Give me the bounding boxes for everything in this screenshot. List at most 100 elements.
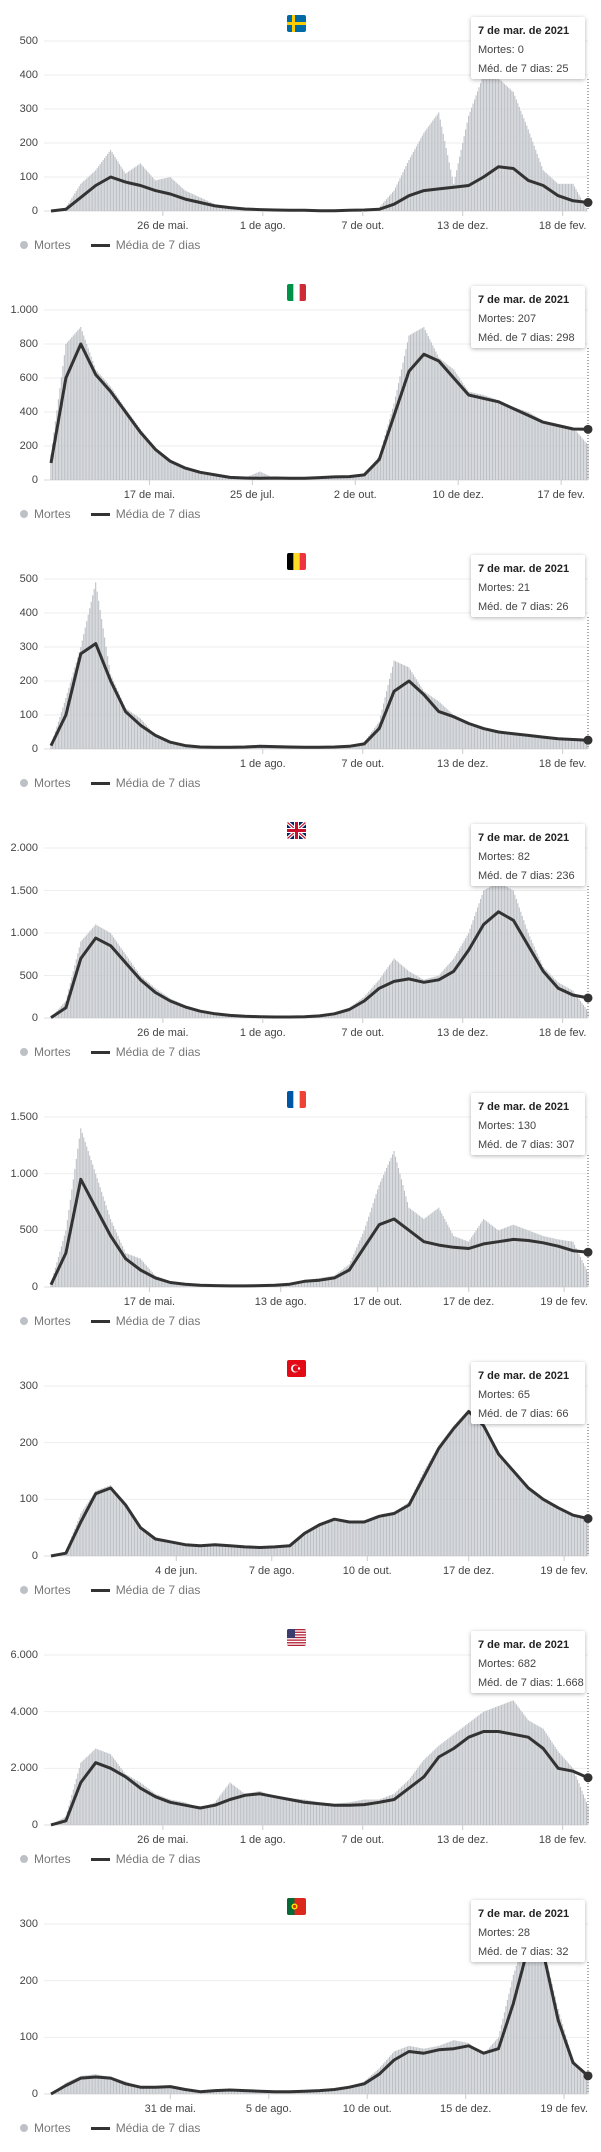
legend-deaths-label[interactable]: Mortes <box>34 776 71 790</box>
deaths-bar <box>555 1507 556 1556</box>
legend-deaths-label[interactable]: Mortes <box>34 1045 71 1059</box>
deaths-bar <box>258 1791 259 1825</box>
deaths-bar <box>392 1512 393 1556</box>
deaths-bar <box>511 890 512 1018</box>
deaths-bar <box>519 1708 520 1825</box>
deaths-bar <box>97 1749 98 1825</box>
legend-avg-label[interactable]: Média de 7 dias <box>116 1852 201 1866</box>
deaths-bar <box>578 740 579 749</box>
deaths-bar <box>540 1498 541 1556</box>
deaths-bar <box>399 1174 400 1287</box>
deaths-bar <box>410 1778 411 1825</box>
deaths-bar <box>94 1169 95 1287</box>
deaths-bar <box>392 667 393 749</box>
y-tick-label: 200 <box>2 1975 38 1987</box>
legend-avg-label[interactable]: Média de 7 dias <box>116 238 201 252</box>
deaths-bar <box>572 2060 573 2094</box>
deaths-bar <box>499 883 500 1018</box>
deaths-bar <box>495 399 496 480</box>
legend-deaths-label[interactable]: Mortes <box>34 238 71 252</box>
legend-avg-label[interactable]: Média de 7 dias <box>116 2121 201 2135</box>
deaths-bar <box>487 1435 488 1556</box>
tooltip-avg: Méd. de 7 dias: 25 <box>478 60 585 79</box>
deaths-bar <box>561 425 562 480</box>
deaths-bar <box>68 341 69 480</box>
deaths-bar <box>376 1194 377 1287</box>
deaths-bar <box>129 171 130 211</box>
legend-deaths-marker-icon <box>20 1317 28 1325</box>
deaths-bar <box>110 1219 111 1287</box>
deaths-bar <box>474 1417 475 1556</box>
legend-avg-label[interactable]: Média de 7 dias <box>116 1045 201 1059</box>
deaths-bar <box>423 1219 424 1287</box>
deaths-bar <box>431 1213 432 1287</box>
deaths-bar <box>80 942 81 1019</box>
deaths-bar <box>362 1520 363 1556</box>
deaths-bar <box>107 1486 108 1556</box>
deaths-bar <box>505 886 506 1018</box>
deaths-bar <box>94 1493 95 1556</box>
deaths-bar <box>109 1214 110 1287</box>
deaths-bar <box>134 421 135 480</box>
deaths-bar <box>495 78 496 211</box>
legend-deaths-label[interactable]: Mortes <box>34 1852 71 1866</box>
deaths-bar <box>189 1545 190 1556</box>
deaths-bar <box>487 2049 488 2094</box>
deaths-bar <box>304 1532 305 1556</box>
legend-avg-line-icon <box>91 2127 110 2130</box>
deaths-bar <box>438 976 439 1019</box>
deaths-bar <box>80 1763 81 1825</box>
deaths-bar <box>249 1793 250 1825</box>
deaths-bar <box>58 722 59 749</box>
deaths-bar <box>376 1516 377 1556</box>
deaths-bar <box>577 1780 578 1825</box>
legend-avg-label[interactable]: Média de 7 dias <box>116 1314 201 1328</box>
deaths-bar <box>383 1514 384 1556</box>
deaths-bar <box>437 2046 438 2094</box>
deaths-bar <box>399 1508 400 1556</box>
deaths-bar <box>413 1493 414 1556</box>
deaths-bar <box>389 679 390 749</box>
legend-deaths-label[interactable]: Mortes <box>34 507 71 521</box>
deaths-bar <box>484 75 485 211</box>
deaths-bar <box>229 1546 230 1556</box>
deaths-bar <box>131 417 132 480</box>
y-tick-label: 500 <box>2 573 38 585</box>
deaths-bar <box>332 1804 333 1825</box>
deaths-bar <box>431 1753 432 1825</box>
legend-deaths-label[interactable]: Mortes <box>34 2121 71 2135</box>
deaths-bar <box>158 180 159 211</box>
deaths-bar <box>484 1220 485 1287</box>
deaths-bar <box>520 912 521 1018</box>
deaths-bar <box>520 1228 521 1288</box>
deaths-bar <box>492 1708 493 1825</box>
deaths-bar <box>493 1227 494 1287</box>
deaths-bar <box>540 737 541 749</box>
deaths-bar <box>440 1444 441 1556</box>
legend-avg-label[interactable]: Média de 7 dias <box>116 507 201 521</box>
deaths-bar <box>70 339 71 480</box>
deaths-bar <box>220 1794 221 1825</box>
y-tick-label: 0 <box>2 1012 38 1024</box>
tooltip-date: 7 de mar. de 2021 <box>478 1905 585 1924</box>
x-tick-label: 26 de mai. <box>137 220 188 232</box>
deaths-bar <box>540 1943 541 2094</box>
legend-avg-label[interactable]: Média de 7 dias <box>116 776 201 790</box>
legend-deaths-label[interactable]: Mortes <box>34 1583 71 1597</box>
deaths-bar <box>250 1793 251 1825</box>
deaths-bar <box>489 887 490 1018</box>
deaths-bar <box>204 1545 205 1556</box>
deaths-bar <box>413 333 414 480</box>
deaths-bar <box>335 1519 336 1556</box>
deaths-bar <box>393 661 394 749</box>
legend-deaths-label[interactable]: Mortes <box>34 1314 71 1328</box>
deaths-bar <box>367 1221 368 1287</box>
deaths-bar <box>388 197 389 211</box>
deaths-bar <box>508 1702 509 1825</box>
legend-avg-label[interactable]: Média de 7 dias <box>116 1583 201 1597</box>
deaths-bar <box>292 1798 293 1825</box>
deaths-bar <box>420 1764 421 1825</box>
deaths-bar <box>106 1487 107 1556</box>
deaths-bar <box>107 383 108 480</box>
